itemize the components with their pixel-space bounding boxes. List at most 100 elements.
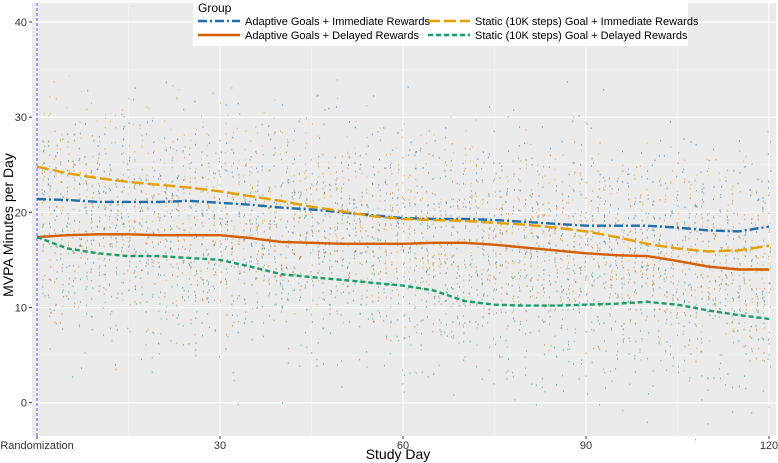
scatter-point (744, 255, 746, 257)
scatter-point (426, 271, 428, 273)
scatter-point (91, 185, 93, 187)
scatter-point (104, 208, 106, 211)
scatter-point (701, 202, 703, 205)
scatter-point (670, 180, 672, 183)
scatter-point (367, 210, 369, 213)
scatter-point (67, 174, 68, 177)
scatter-point (684, 254, 686, 256)
scatter-point (659, 217, 661, 220)
scatter-point (530, 280, 532, 282)
scatter-point (342, 214, 344, 217)
scatter-point (701, 338, 703, 340)
scatter-point (195, 296, 197, 299)
scatter-point (731, 315, 733, 318)
scatter-point (358, 358, 360, 361)
scatter-point (219, 223, 221, 226)
scatter-point (743, 345, 745, 348)
scatter-point (696, 213, 697, 215)
scatter-point (237, 403, 239, 406)
scatter-point (67, 198, 69, 200)
scatter-point (281, 307, 283, 310)
scatter-point (103, 190, 105, 193)
scatter-point (762, 197, 764, 199)
scatter-point (153, 151, 154, 154)
scatter-point (744, 218, 746, 220)
scatter-point (703, 186, 705, 189)
scatter-point (129, 237, 131, 239)
scatter-point (499, 208, 501, 211)
scatter-point (84, 352, 86, 354)
scatter-point (554, 258, 556, 261)
scatter-point (531, 383, 533, 385)
scatter-point (641, 338, 643, 340)
scatter-point (385, 296, 387, 299)
scatter-point (611, 159, 613, 161)
scatter-point (390, 252, 392, 254)
scatter-point (719, 354, 721, 356)
scatter-point (134, 285, 136, 287)
scatter-point (317, 94, 319, 96)
scatter-point (677, 284, 679, 287)
scatter-point (184, 156, 186, 159)
scatter-point (427, 268, 429, 271)
scatter-point (390, 325, 392, 328)
scatter-point (621, 228, 623, 231)
scatter-point (189, 167, 191, 170)
scatter-point (317, 162, 319, 165)
scatter-point (366, 192, 368, 194)
scatter-point (566, 328, 568, 331)
scatter-point (79, 183, 80, 185)
scatter-point (541, 377, 543, 380)
scatter-point (128, 97, 130, 100)
scatter-point (482, 229, 484, 231)
scatter-point (513, 261, 515, 264)
scatter-point (330, 304, 331, 306)
scatter-point (78, 228, 80, 231)
scatter-point (493, 249, 495, 252)
scatter-point (377, 131, 379, 133)
scatter-point (194, 100, 196, 103)
scatter-point (628, 198, 630, 201)
scatter-point (621, 297, 623, 299)
scatter-point (397, 197, 398, 199)
scatter-point (244, 181, 246, 183)
scatter-point (115, 237, 117, 240)
scatter-point (648, 393, 649, 395)
scatter-point (414, 294, 416, 297)
scatter-point (592, 272, 594, 274)
scatter-point (169, 247, 171, 250)
scatter-point (617, 149, 619, 151)
scatter-point (410, 344, 412, 346)
scatter-point (318, 297, 320, 299)
scatter-point (507, 180, 509, 183)
scatter-point (769, 266, 771, 268)
scatter-point (718, 276, 720, 278)
scatter-point (483, 254, 485, 257)
scatter-point (354, 147, 356, 149)
scatter-point (548, 215, 550, 217)
scatter-point (709, 293, 711, 295)
scatter-point (85, 109, 87, 111)
scatter-point (359, 218, 361, 220)
scatter-point (634, 203, 635, 205)
scatter-point (214, 214, 215, 216)
scatter-point (267, 199, 269, 202)
scatter-point (690, 141, 692, 143)
scatter-point (383, 288, 385, 290)
scatter-point (341, 238, 343, 240)
scatter-point (245, 162, 247, 165)
scatter-point (195, 342, 197, 344)
scatter-point (724, 384, 726, 386)
scatter-point (457, 283, 459, 285)
scatter-point (531, 157, 533, 160)
scatter-point (121, 191, 123, 193)
scatter-point (751, 411, 753, 414)
scatter-point (55, 303, 57, 306)
scatter-point (745, 155, 747, 158)
scatter-point (287, 246, 289, 248)
scatter-point (646, 262, 648, 265)
scatter-point (688, 237, 690, 240)
scatter-point (379, 260, 380, 262)
scatter-point (160, 241, 161, 243)
scatter-point (127, 163, 129, 165)
